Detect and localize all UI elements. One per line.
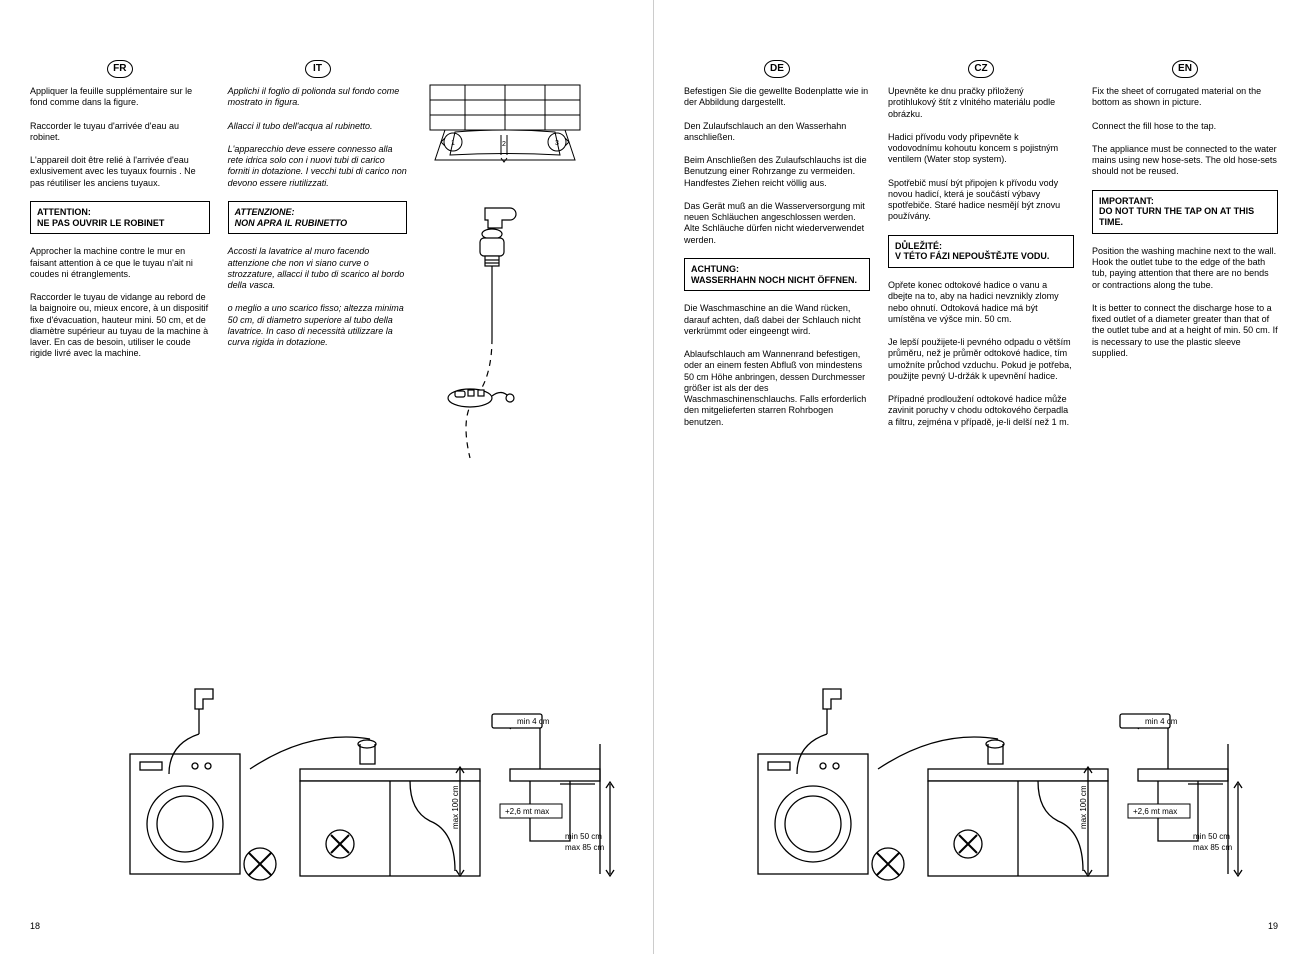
warning-body: DO NOT TURN THE TAP ON AT THIS TIME. (1099, 206, 1271, 228)
label: max 100 cm (1079, 785, 1088, 829)
figure-installation: min 4 cm max 100 cm +2,6 mt max min 50 c… (728, 674, 1248, 904)
column-cz: CZ Upevněte ke dnu pračky přiložený prot… (888, 60, 1074, 440)
text-block: Beim Anschließen des Zulaufschlauchs ist… (684, 155, 870, 189)
warning-box: ATTENZIONE: NON APRA IL RUBINETTO (228, 201, 408, 235)
label: max 85 cm (1193, 843, 1232, 852)
warning-body: NON APRA IL RUBINETTO (235, 218, 401, 229)
column-de: DE Befestigen Sie die gewellte Bodenplat… (684, 60, 870, 440)
label: max 85 cm (565, 843, 604, 852)
text-block: Hadici přívodu vody připevněte k vodovod… (888, 132, 1074, 166)
column-fr: FR Appliquer la feuille supplémentaire s… (30, 60, 210, 498)
label: min 50 cm (565, 832, 602, 841)
label: +2,6 mt max (1133, 807, 1177, 816)
lang-badge-de: DE (764, 60, 790, 78)
page-left: FR Appliquer la feuille supplémentaire s… (0, 0, 654, 954)
text-block: Connect the fill hose to the tap. (1092, 121, 1278, 132)
page-right: DE Befestigen Sie die gewellte Bodenplat… (654, 0, 1308, 954)
lang-badge-en: EN (1172, 60, 1198, 78)
text-block: Upevněte ke dnu pračky přiložený protihl… (888, 86, 1074, 120)
warning-body: WASSERHAHN NOCH NICHT ÖFFNEN. (691, 275, 863, 286)
figure-installation: min 4 cm max 100 cm +2,6 mt max min 50 c… (100, 674, 620, 904)
text-block: L'appareil doit être relié à l'arrivée d… (30, 155, 210, 189)
warning-body: NE PAS OUVRIR LE ROBINET (37, 218, 203, 229)
text-block: Applichi il foglio di polionda sul fondo… (228, 86, 408, 109)
warning-title: ATTENTION: (37, 207, 203, 218)
warning-title: ATTENZIONE: (235, 207, 401, 218)
warning-box: ACHTUNG: WASSERHAHN NOCH NICHT ÖFFNEN. (684, 258, 870, 292)
text-block: Den Zulaufschlauch an den Wasserhahn ans… (684, 121, 870, 144)
text-block: It is better to connect the discharge ho… (1092, 303, 1278, 359)
column-it: IT Applichi il foglio di polionda sul fo… (228, 60, 408, 498)
text-block: Ablaufschlauch am Wannenrand befestigen,… (684, 349, 870, 428)
text-block: Fix the sheet of corrugated material on … (1092, 86, 1278, 109)
page-number: 18 (30, 921, 40, 932)
text-block: Opřete konec odtokové hadice o vanu a db… (888, 280, 1074, 325)
text-block: The appliance must be connected to the w… (1092, 144, 1278, 178)
text-block: Befestigen Sie die gewellte Bodenplatte … (684, 86, 870, 109)
figures-column: 1 2 3 (425, 60, 623, 498)
lang-badge-it: IT (305, 60, 331, 78)
warning-box: IMPORTANT: DO NOT TURN THE TAP ON AT THI… (1092, 190, 1278, 234)
text-block: Případné prodloužení odtokové hadice můž… (888, 394, 1074, 428)
label: min 4 cm (1145, 717, 1178, 726)
text-block: Appliquer la feuille supplémentaire sur … (30, 86, 210, 109)
text-block: L'apparecchio deve essere connesso alla … (228, 144, 408, 189)
label: min 4 cm (517, 717, 550, 726)
warning-title: ACHTUNG: (691, 264, 863, 275)
svg-text:3: 3 (555, 140, 559, 147)
text-block: Raccorder le tuyau de vidange au rebord … (30, 292, 210, 360)
text-block: Raccorder le tuyau d'arrivée d'eau au ro… (30, 121, 210, 144)
warning-box: DŮLEŽITÉ: V TÉTO FÁZI NEPOUŠTĚJTE VODU. (888, 235, 1074, 269)
text-block: Das Gerät muß an die Wasserversorgung mi… (684, 201, 870, 246)
figure-tap-hose (425, 198, 623, 498)
svg-text:2: 2 (502, 141, 506, 148)
label: +2,6 mt max (505, 807, 549, 816)
warning-title: IMPORTANT: (1099, 196, 1271, 207)
column-en: EN Fix the sheet of corrugated material … (1092, 60, 1278, 440)
text-block: Die Waschmaschine an die Wand rücken, da… (684, 303, 870, 337)
text-block: Je lepší použijete-li pevného odpadu o v… (888, 337, 1074, 382)
text-block: Allacci il tubo dell'acqua al rubinetto. (228, 121, 408, 132)
lang-badge-fr: FR (107, 60, 133, 78)
label: max 100 cm (451, 785, 460, 829)
warning-box: ATTENTION: NE PAS OUVRIR LE ROBINET (30, 201, 210, 235)
lang-badge-cz: CZ (968, 60, 994, 78)
warning-body: V TÉTO FÁZI NEPOUŠTĚJTE VODU. (895, 251, 1067, 262)
text-block: Accosti la lavatrice al muro facendo att… (228, 246, 408, 291)
page-number: 19 (1268, 921, 1278, 932)
svg-text:1: 1 (451, 140, 455, 147)
figure-bottom-plate: 1 2 3 (425, 80, 623, 180)
text-block: Spotřebič musí být připojen k přívodu vo… (888, 178, 1074, 223)
text-block: o meglio a uno scarico fisso; altezza mi… (228, 303, 408, 348)
text-block: Position the washing machine next to the… (1092, 246, 1278, 291)
text-block: Approcher la machine contre le mur en fa… (30, 246, 210, 280)
warning-title: DŮLEŽITÉ: (895, 241, 1067, 252)
label: min 50 cm (1193, 832, 1230, 841)
